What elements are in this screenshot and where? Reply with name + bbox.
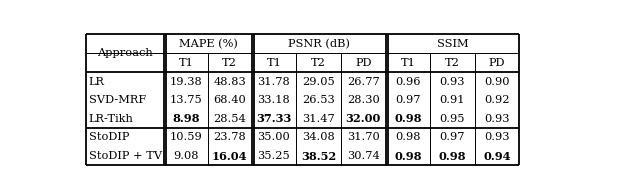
Text: 34.08: 34.08 [302, 132, 335, 142]
Text: SSIM: SSIM [436, 39, 468, 49]
Text: T2: T2 [222, 58, 237, 68]
Text: 0.98: 0.98 [394, 150, 422, 161]
Text: 0.93: 0.93 [484, 114, 510, 124]
Text: LR: LR [89, 77, 105, 87]
Text: 0.92: 0.92 [484, 95, 510, 105]
Text: PD: PD [489, 58, 506, 68]
Text: 0.94: 0.94 [483, 150, 511, 161]
Text: 16.04: 16.04 [212, 150, 248, 161]
Text: 9.08: 9.08 [173, 151, 199, 161]
Text: 35.00: 35.00 [257, 132, 291, 142]
Text: 13.75: 13.75 [170, 95, 202, 105]
Text: StoDIP + TV: StoDIP + TV [89, 151, 162, 161]
Text: 48.83: 48.83 [213, 77, 246, 87]
Text: PD: PD [355, 58, 371, 68]
Text: T1: T1 [266, 58, 282, 68]
Text: T1: T1 [401, 58, 415, 68]
Text: 26.53: 26.53 [302, 95, 335, 105]
Text: 0.93: 0.93 [484, 132, 510, 142]
Text: 37.33: 37.33 [256, 113, 292, 124]
Text: 0.93: 0.93 [440, 77, 465, 87]
Text: 0.95: 0.95 [440, 114, 465, 124]
Text: 28.30: 28.30 [347, 95, 380, 105]
Text: PSNR (dB): PSNR (dB) [287, 39, 349, 49]
Text: 38.52: 38.52 [301, 150, 336, 161]
Text: 68.40: 68.40 [213, 95, 246, 105]
Text: StoDIP: StoDIP [89, 132, 129, 142]
Text: 33.18: 33.18 [257, 95, 291, 105]
Text: MAPE (%): MAPE (%) [179, 39, 237, 49]
Text: 0.97: 0.97 [440, 132, 465, 142]
Text: 0.97: 0.97 [395, 95, 420, 105]
Text: 29.05: 29.05 [302, 77, 335, 87]
Text: 10.59: 10.59 [170, 132, 202, 142]
Text: T2: T2 [311, 58, 326, 68]
Text: 0.91: 0.91 [440, 95, 465, 105]
Text: T2: T2 [445, 58, 460, 68]
Text: T1: T1 [179, 58, 193, 68]
Text: SVD-MRF: SVD-MRF [89, 95, 146, 105]
Text: 23.78: 23.78 [213, 132, 246, 142]
Text: 0.96: 0.96 [395, 77, 420, 87]
Text: 31.70: 31.70 [347, 132, 380, 142]
Text: 0.98: 0.98 [395, 132, 420, 142]
Text: 0.98: 0.98 [394, 113, 422, 124]
Text: 31.47: 31.47 [302, 114, 335, 124]
Text: 28.54: 28.54 [213, 114, 246, 124]
Text: 0.98: 0.98 [439, 150, 467, 161]
Text: LR-Tikh: LR-Tikh [89, 114, 134, 124]
Text: 35.25: 35.25 [257, 151, 291, 161]
Text: 8.98: 8.98 [172, 113, 200, 124]
Text: 31.78: 31.78 [257, 77, 291, 87]
Text: Approach: Approach [97, 48, 153, 58]
Text: 32.00: 32.00 [346, 113, 381, 124]
Text: 26.77: 26.77 [347, 77, 380, 87]
Text: 0.90: 0.90 [484, 77, 510, 87]
Text: 19.38: 19.38 [170, 77, 202, 87]
Text: 30.74: 30.74 [347, 151, 380, 161]
